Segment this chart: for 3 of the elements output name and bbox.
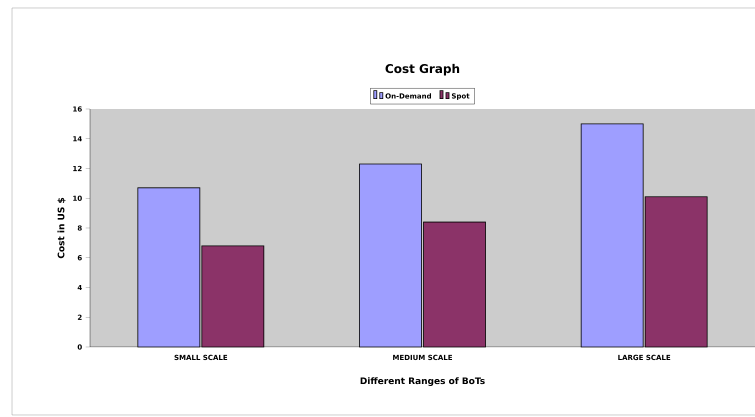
x-axis-title: Different Ranges of BoTs	[360, 377, 485, 386]
chart-title: Cost Graph	[386, 64, 460, 76]
y-axis-title: Cost in US $	[57, 198, 66, 258]
